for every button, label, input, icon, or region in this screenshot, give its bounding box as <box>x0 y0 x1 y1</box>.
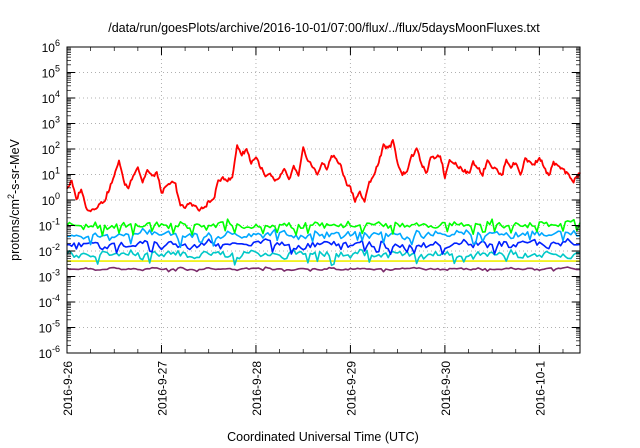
y-tick-label: 10-5 <box>39 319 60 336</box>
y-tick-label: 106 <box>42 38 60 55</box>
y-tick-exponent: 5 <box>55 64 60 74</box>
y-tick-exponent: 6 <box>55 38 60 48</box>
y-axis-label-base: protons/cm <box>8 199 22 261</box>
y-tick-base: 10 <box>39 322 53 336</box>
y-tick-exponent: -5 <box>52 319 60 329</box>
y-axis: 10-610-510-410-310-210-11001011021031041… <box>39 38 580 361</box>
y-tick-base: 10 <box>42 67 56 81</box>
y-tick-label: 101 <box>42 166 60 183</box>
series-line <box>66 238 581 256</box>
y-tick-exponent: -6 <box>52 344 60 354</box>
y-tick-base: 10 <box>42 92 56 106</box>
x-tick-label: 2016-9-30 <box>439 361 453 416</box>
series-line <box>66 218 581 237</box>
x-tick-label: 2016-9-28 <box>250 361 264 416</box>
y-tick-base: 10 <box>39 296 53 310</box>
y-tick-label: 104 <box>42 89 60 106</box>
x-tick-label: 2016-9-29 <box>344 361 358 416</box>
y-tick-label: 10-6 <box>39 344 60 361</box>
y-axis-label: protons/cm2-s-sr-MeV <box>6 138 22 260</box>
y-tick-exponent: 4 <box>55 89 60 99</box>
y-tick-label: 100 <box>42 191 60 208</box>
x-tick-label: 2016-10-1 <box>533 361 547 416</box>
y-tick-exponent: -3 <box>52 268 60 278</box>
y-tick-label: 10-2 <box>39 242 60 259</box>
chart-title: /data/run/goesPlots/archive/2016-10-01/0… <box>108 21 540 35</box>
series-line <box>66 248 581 267</box>
y-tick-exponent: -2 <box>52 242 60 252</box>
y-tick-label: 10-4 <box>39 293 60 310</box>
x-tick-label: 2016-9-26 <box>61 361 75 416</box>
series-line <box>66 266 581 273</box>
y-tick-label: 102 <box>42 140 60 157</box>
y-tick-base: 10 <box>39 220 53 234</box>
x-axis: 2016-9-26 2016-9-27 2016-9-28 2016-9-29 2016… <box>61 47 564 416</box>
y-tick-label: 103 <box>42 115 60 132</box>
y-tick-base: 10 <box>42 41 56 55</box>
y-tick-exponent: 1 <box>55 166 60 176</box>
y-tick-base: 10 <box>42 143 56 157</box>
y-tick-base: 10 <box>39 347 53 361</box>
y-tick-base: 10 <box>42 118 56 132</box>
y-tick-exponent: -4 <box>52 293 60 303</box>
y-tick-base: 10 <box>42 169 56 183</box>
y-tick-exponent: -1 <box>52 217 60 227</box>
y-tick-label: 10-1 <box>39 217 60 234</box>
y-tick-label: 105 <box>42 64 60 81</box>
x-axis-label: Coordinated Universal Time (UTC) <box>227 430 419 444</box>
y-tick-exponent: 0 <box>55 191 60 201</box>
x-tick-label: 2016-9-27 <box>155 361 169 416</box>
y-axis-label-suffix: -s-sr-MeV <box>8 138 22 194</box>
series-line <box>66 139 581 213</box>
y-tick-base: 10 <box>42 194 56 208</box>
y-tick-base: 10 <box>39 245 53 259</box>
y-tick-exponent: 2 <box>55 140 60 150</box>
series-line <box>66 227 581 249</box>
y-tick-base: 10 <box>39 271 53 285</box>
series-layer <box>66 139 581 273</box>
y-tick-exponent: 3 <box>55 115 60 125</box>
y-tick-label: 10-3 <box>39 268 60 285</box>
y-axis-label-superscript: 2 <box>6 194 16 199</box>
